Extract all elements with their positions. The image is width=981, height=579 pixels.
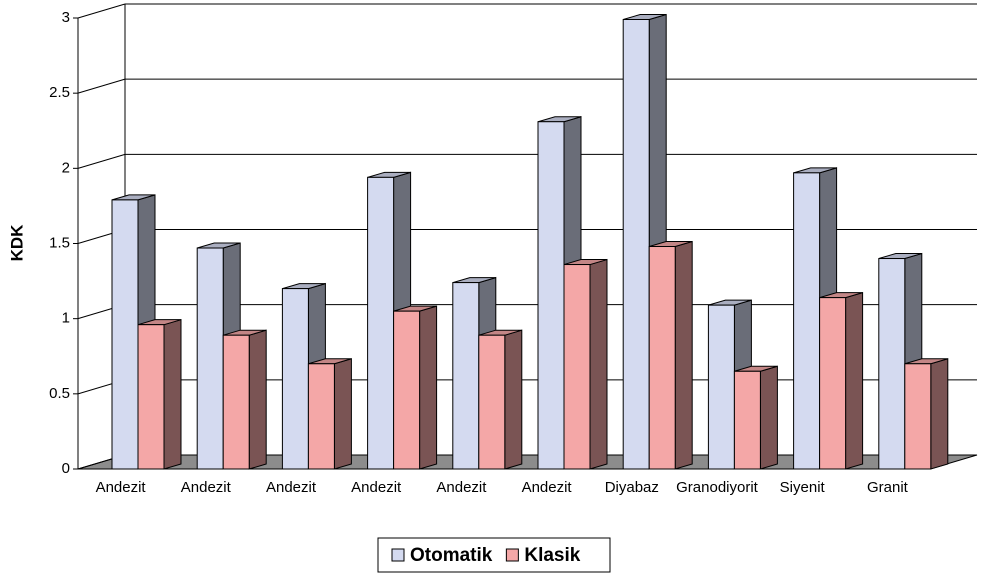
- legend: Otomatik Klasik: [377, 537, 611, 573]
- bar-side: [589, 258, 608, 470]
- bar: [733, 365, 778, 470]
- bar: [478, 329, 523, 470]
- legend-swatch: [391, 548, 405, 562]
- bar: [563, 258, 608, 470]
- x-tick-label: Siyenit: [780, 479, 826, 496]
- bar-front: [452, 282, 480, 470]
- bar-side: [504, 329, 523, 470]
- bar-front: [707, 304, 735, 470]
- bar: [222, 329, 267, 470]
- y-tick-label: 1.5: [49, 234, 70, 251]
- y-axis-label: KDK: [7, 224, 26, 262]
- x-tick-label: Andezit: [96, 479, 147, 496]
- y-tick-diagonal: [77, 3, 126, 19]
- bar-side: [419, 305, 438, 470]
- bar-front: [367, 176, 395, 470]
- bar-front: [111, 199, 139, 470]
- x-tick-label: Granodiyorit: [676, 479, 759, 496]
- x-tick-label: Andezit: [351, 479, 402, 496]
- bar-side: [333, 358, 352, 470]
- y-tick-label: 2.5: [49, 84, 70, 101]
- bar-front: [537, 121, 565, 470]
- x-tick-label: Andezit: [266, 479, 317, 496]
- bar-front: [622, 19, 650, 470]
- legend-label: Klasik: [524, 545, 580, 566]
- x-tick-label: Andezit: [436, 479, 487, 496]
- bar: [648, 240, 693, 470]
- x-tick-label: Andezit: [181, 479, 232, 496]
- bar: [307, 358, 352, 470]
- bar-front: [793, 172, 821, 470]
- bar-side: [845, 291, 864, 470]
- x-tick-label: Andezit: [522, 479, 573, 496]
- bar: [878, 252, 923, 470]
- bar: [904, 358, 949, 470]
- bar-front: [904, 363, 932, 470]
- bar-front: [222, 334, 250, 470]
- bar: [393, 305, 438, 470]
- x-tick-label: Granit: [867, 479, 909, 496]
- y-tick-label: 1: [62, 310, 70, 327]
- y-tick-label: 2: [62, 159, 70, 176]
- bar-front: [733, 370, 761, 470]
- bar-front: [563, 264, 591, 470]
- bar-side: [248, 329, 267, 470]
- x-tick-label: Diyabaz: [605, 479, 659, 496]
- bar-front: [878, 258, 906, 470]
- y-tick-diagonal: [77, 153, 126, 169]
- bar: [819, 291, 864, 470]
- bar-front: [648, 246, 676, 470]
- bar-front: [281, 288, 309, 470]
- bar-front: [819, 297, 847, 470]
- bar-side: [674, 240, 693, 470]
- bar-side: [930, 358, 949, 470]
- y-tick-label: 0: [62, 460, 70, 477]
- bar: [137, 319, 182, 470]
- y-tick-label: 0.5: [49, 385, 70, 402]
- bar-front: [478, 334, 506, 470]
- y-tick-diagonal: [77, 78, 126, 94]
- bar-front: [137, 324, 165, 470]
- bar-side: [163, 319, 182, 470]
- y-tick-label: 3: [62, 9, 70, 26]
- bar-side: [759, 365, 778, 470]
- legend-label: Otomatik: [410, 545, 493, 566]
- bar-front: [196, 247, 224, 470]
- legend-box: [377, 537, 611, 573]
- bar-front: [307, 363, 335, 470]
- bar-front: [393, 310, 421, 470]
- legend-swatch: [505, 548, 519, 562]
